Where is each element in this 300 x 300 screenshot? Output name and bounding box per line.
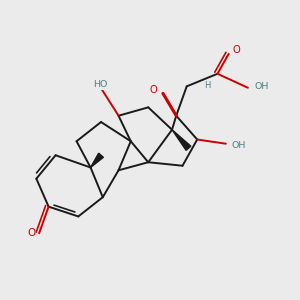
Polygon shape: [172, 130, 191, 150]
Text: OH: OH: [254, 82, 268, 91]
Polygon shape: [91, 153, 103, 167]
Text: OH: OH: [232, 141, 246, 150]
Text: O: O: [149, 85, 157, 95]
Text: O: O: [232, 45, 240, 55]
Text: HO: HO: [93, 80, 107, 89]
Text: H: H: [205, 81, 211, 90]
Text: O: O: [27, 227, 36, 238]
